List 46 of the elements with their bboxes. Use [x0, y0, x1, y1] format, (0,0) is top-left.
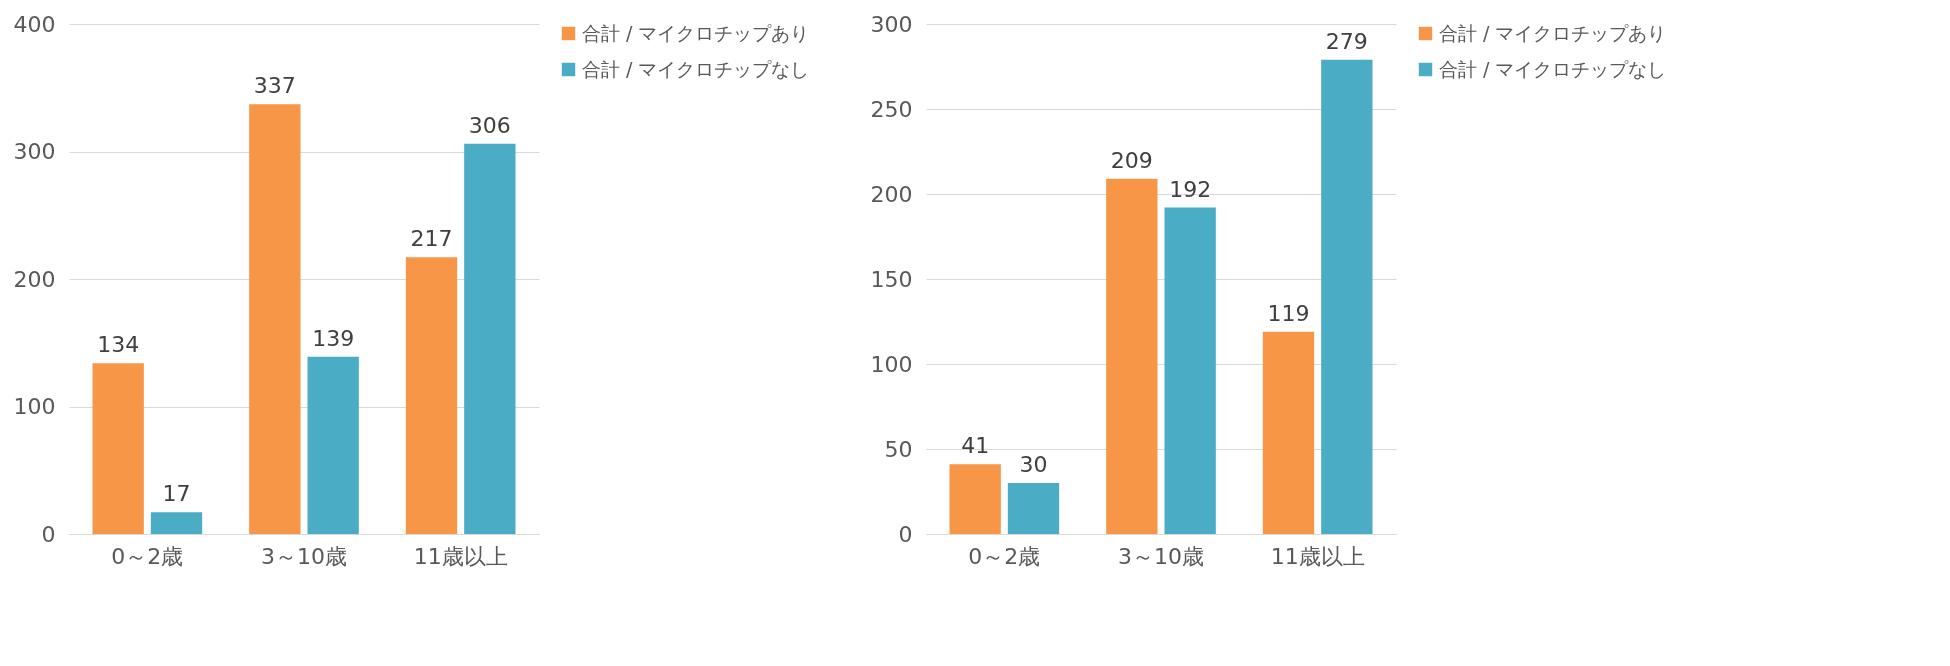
y-tick-label: 100	[870, 351, 913, 377]
bar	[405, 257, 458, 534]
y-tick-label: 100	[13, 394, 56, 419]
data-label: 217	[410, 226, 453, 252]
data-label: 134	[97, 332, 140, 358]
bar	[92, 363, 144, 534]
bar	[1164, 207, 1216, 534]
bar	[1106, 178, 1158, 534]
bar	[949, 464, 1001, 534]
y-tick-label: 0	[41, 521, 56, 547]
legend-label: 合計 / マイクロチップなし	[1439, 57, 1667, 80]
x-tick-label: 0～2歳	[111, 543, 184, 569]
y-tick-label: 200	[13, 266, 56, 292]
y-tick-label: 400	[13, 11, 56, 37]
y-tick-label: 250	[870, 96, 913, 122]
legend-label: 合計 / マイクロチップあり	[582, 21, 810, 44]
data-label: 41	[961, 433, 990, 459]
data-label: 17	[162, 481, 191, 507]
data-label: 119	[1267, 300, 1310, 326]
y-tick-label: 300	[13, 139, 56, 164]
x-tick-label: 11歳以上	[1270, 543, 1365, 569]
legend-label: 合計 / マイクロチップなし	[582, 57, 810, 80]
y-tick-label: 50	[884, 436, 913, 462]
data-label: 192	[1169, 176, 1212, 202]
data-label: 337	[253, 73, 296, 99]
bar	[150, 512, 203, 534]
bar	[1007, 483, 1060, 534]
x-tick-label: 3～10歳	[261, 543, 347, 569]
y-tick-label: 200	[870, 181, 913, 207]
bar	[249, 104, 301, 534]
bar	[1262, 331, 1315, 534]
y-tick-label: 0	[898, 521, 913, 547]
data-label: 279	[1325, 28, 1368, 54]
data-label: 209	[1110, 147, 1153, 173]
y-tick-label: 150	[870, 266, 913, 292]
bar	[1321, 59, 1373, 534]
bar	[464, 143, 516, 534]
bar	[307, 356, 359, 534]
x-tick-label: 11歳以上	[413, 543, 508, 569]
y-tick-label: 300	[870, 11, 913, 37]
legend-label: 合計 / マイクロチップあり	[1439, 21, 1667, 44]
data-label: 139	[312, 325, 355, 351]
data-label: 306	[468, 112, 511, 138]
x-tick-label: 3～10歳	[1118, 543, 1204, 569]
x-tick-label: 0～2歳	[968, 543, 1041, 569]
data-label: 30	[1019, 452, 1048, 477]
